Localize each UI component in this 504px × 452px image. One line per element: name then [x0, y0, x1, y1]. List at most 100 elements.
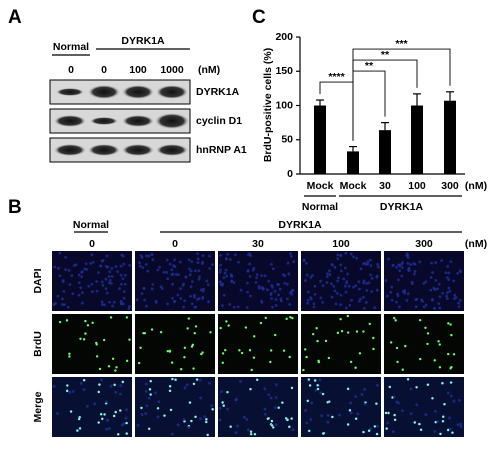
- brdu-spot: [79, 337, 82, 340]
- brdu-spot: [101, 417, 104, 421]
- brdu-spot: [373, 425, 377, 428]
- brdu-spot: [156, 407, 160, 410]
- brdu-spot: [404, 344, 407, 348]
- significance-bracket: [352, 48, 451, 141]
- nucleus: [370, 277, 374, 280]
- bar: [314, 105, 326, 174]
- brdu-spot: [288, 355, 291, 359]
- nucleus: [151, 258, 155, 262]
- nucleus: [395, 300, 398, 304]
- nucleus: [269, 293, 273, 296]
- nucleus: [222, 276, 226, 280]
- brdu-spot: [195, 378, 199, 381]
- bar-chart: 0 50 100 150 200 Mock Mock 30 100 300 Normal DYRK1A…: [275, 31, 465, 213]
- brdu-spot: [426, 342, 429, 346]
- nucleus: [277, 293, 280, 297]
- nucleus: [265, 288, 269, 292]
- brdu-spot: [95, 341, 98, 345]
- brdu-spot: [226, 390, 229, 394]
- nucleus: [409, 387, 413, 391]
- brdu-spot: [389, 341, 393, 344]
- brdu-spot: [114, 369, 117, 372]
- brdu-spot: [307, 378, 311, 381]
- brdu-spot: [418, 318, 422, 322]
- brdu-spot: [183, 346, 187, 349]
- nucleus: [332, 284, 336, 288]
- nucleus: [222, 293, 226, 297]
- nucleus: [225, 274, 229, 278]
- panel-label: B: [8, 197, 22, 218]
- nucleus: [409, 412, 413, 416]
- brdu-spot: [229, 425, 232, 428]
- nucleus: [429, 276, 433, 279]
- micrograph: [52, 314, 132, 374]
- nucleus: [176, 293, 180, 297]
- brdu-spot: [437, 340, 440, 343]
- nucleus: [147, 254, 151, 258]
- nucleus: [218, 270, 222, 274]
- nucleus: [196, 261, 200, 264]
- nucleus: [438, 306, 442, 310]
- nucleus: [304, 409, 308, 413]
- nucleus: [124, 273, 127, 277]
- nucleus: [365, 288, 369, 292]
- nucleus: [339, 263, 343, 267]
- brdu-spot: [302, 368, 305, 372]
- nucleus: [81, 301, 84, 305]
- nucleus: [246, 281, 249, 285]
- nucleus: [279, 299, 283, 303]
- nucleus: [318, 378, 322, 382]
- nucleus: [99, 264, 103, 268]
- brdu-spot: [248, 349, 252, 352]
- nucleus: [105, 400, 108, 404]
- nucleus: [362, 281, 366, 285]
- nucleus: [146, 269, 150, 273]
- nucleus: [391, 264, 395, 268]
- x-tick-label: 100: [408, 180, 426, 192]
- nucleus: [413, 262, 417, 266]
- brdu-spot: [281, 401, 284, 404]
- nucleus: [243, 415, 246, 419]
- nucleus: [109, 281, 113, 285]
- nucleus: [199, 417, 202, 421]
- nucleus: [431, 271, 434, 274]
- brdu-spot: [65, 389, 69, 393]
- nucleus: [391, 430, 395, 434]
- nucleus: [144, 412, 148, 415]
- nucleus: [398, 269, 402, 273]
- brdu-spot: [306, 399, 309, 403]
- panel-label: A: [8, 7, 22, 28]
- nucleus: [188, 273, 192, 277]
- brdu-spot: [327, 356, 331, 360]
- nucleus: [120, 253, 124, 257]
- nucleus: [143, 298, 146, 302]
- brdu-spot: [148, 388, 152, 391]
- nucleus: [166, 277, 170, 281]
- nucleus: [198, 275, 201, 279]
- nucleus: [80, 275, 84, 279]
- micrograph: [135, 314, 215, 374]
- micrograph: [218, 314, 298, 374]
- brdu-spot: [438, 366, 442, 369]
- brdu-spot: [194, 325, 198, 328]
- y-tick-label: 50: [281, 134, 293, 146]
- nucleus: [273, 406, 277, 409]
- nucleus: [405, 298, 409, 302]
- nucleus: [160, 287, 164, 290]
- nucleus: [407, 269, 411, 272]
- nucleus: [406, 292, 410, 296]
- nucleus: [363, 261, 367, 265]
- nucleus: [170, 268, 174, 272]
- y-axis-label: BrdU-positive cells (%): [262, 48, 274, 162]
- nucleus: [219, 268, 222, 272]
- nucleus: [271, 267, 275, 271]
- brdu-spot: [315, 327, 318, 330]
- brdu-spot: [331, 415, 334, 419]
- brdu-spot: [206, 433, 209, 437]
- nucleus: [208, 254, 211, 258]
- brdu-spot: [97, 421, 100, 424]
- brdu-spot: [95, 355, 99, 358]
- nucleus: [91, 260, 95, 264]
- nucleus: [286, 261, 290, 265]
- nucleus: [403, 291, 407, 295]
